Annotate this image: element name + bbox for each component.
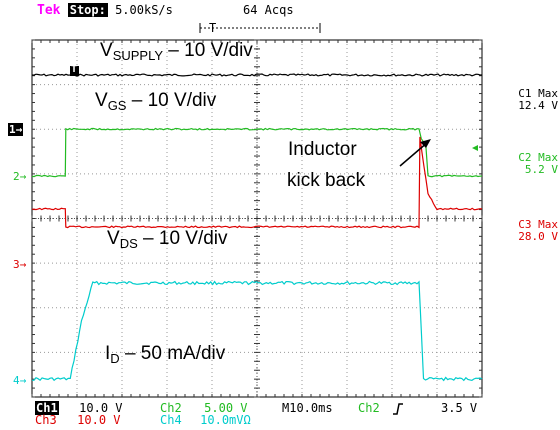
ch3-footer: Ch3 10.0 V: [35, 414, 121, 427]
trigger-position-bracket: T: [200, 21, 320, 35]
trigger-level: 3.5 V: [441, 402, 477, 415]
ch1-trigger-t: T: [71, 64, 77, 75]
ch4-marker[interactable]: 4→: [13, 374, 26, 387]
ch3-marker[interactable]: 3→: [13, 258, 26, 271]
ch3-scale: 10.0 V: [77, 413, 120, 427]
rising-edge-icon: [392, 401, 404, 420]
ch4-footer: Ch4 10.0mVΩ: [160, 414, 251, 427]
c1-measurement: C1 Max 12.4 V: [518, 88, 558, 112]
c1-measurement-value: 12.4 V: [518, 100, 558, 112]
ch2-marker[interactable]: 2→: [13, 170, 26, 183]
svg-text:T: T: [209, 21, 216, 35]
c2-measurement: C2 Max 5.2 V: [518, 152, 558, 176]
vsupply-annotation: VSUPPLY – 10 V/div: [100, 40, 253, 63]
vds-annotation: VDS – 10 V/div: [107, 228, 228, 251]
vgs-annotation: VGS – 10 V/div: [95, 90, 216, 113]
kickback-label-1: Inductor: [288, 139, 357, 161]
id-annotation: ID – 50 mA/div: [105, 343, 225, 366]
trace-ch3: [32, 137, 482, 228]
trigger-level-icon: [472, 145, 478, 151]
c3-measurement-value: 28.0 V: [518, 231, 558, 243]
ch3-footer-label[interactable]: Ch3: [35, 413, 57, 427]
timebase: M10.0ms: [282, 402, 333, 415]
ch1-marker[interactable]: 1→: [8, 123, 23, 136]
ch1-marker-label: 1→: [8, 123, 23, 136]
ch4-footer-label[interactable]: Ch4: [160, 413, 182, 427]
c2-measurement-value: 5.2 V: [518, 164, 558, 176]
ch4-scale: 10.0mVΩ: [200, 413, 251, 427]
kickback-label-2: kick back: [287, 170, 365, 192]
trigger-source: Ch2: [358, 402, 380, 415]
c3-measurement: C3 Max 28.0 V: [518, 219, 558, 243]
